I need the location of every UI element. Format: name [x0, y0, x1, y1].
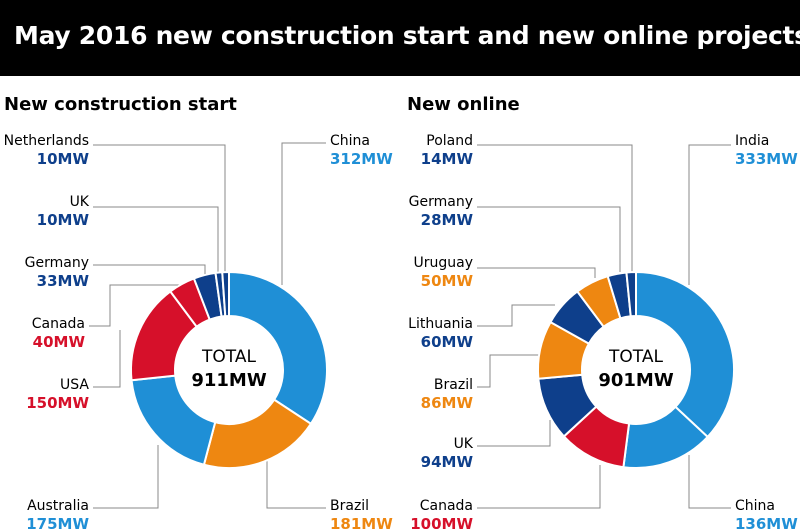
slice-name-label: China — [735, 498, 775, 514]
slice-name-label: Lithuania — [408, 316, 473, 332]
leader-line — [93, 264, 206, 275]
slice-value-label: 86MW — [421, 394, 474, 412]
slice-name-label: Brazil — [434, 377, 473, 393]
slice-value-label: 181MW — [330, 515, 393, 532]
slice-name-label: Germany — [25, 255, 89, 271]
slice-value-label: 14MW — [421, 150, 474, 168]
leader-line — [688, 144, 731, 285]
leader-line — [477, 354, 540, 388]
slice-value-label: 175MW — [26, 515, 89, 532]
leader-line — [281, 142, 326, 285]
slice-name-label: Germany — [409, 194, 473, 210]
slice-value-label: 10MW — [37, 211, 90, 229]
leader-line — [477, 420, 551, 447]
slice-name-label: Canada — [32, 316, 85, 332]
right-chart-title: New online — [407, 94, 520, 115]
slice-value-label: 94MW — [421, 453, 474, 471]
leader-line — [688, 455, 731, 509]
total-label: TOTAL — [608, 347, 663, 367]
total-label: TOTAL — [201, 347, 256, 367]
slice-india — [635, 270, 735, 439]
slice-value-label: 10MW — [37, 150, 90, 168]
slice-poland — [625, 270, 637, 318]
slice-name-label: Canada — [420, 498, 473, 514]
slice-value-label: 40MW — [33, 333, 86, 351]
total-value: 911MW — [191, 370, 266, 391]
leader-line — [477, 465, 601, 509]
slice-name-label: Netherlands — [4, 133, 89, 149]
slice-value-label: 312MW — [330, 150, 393, 168]
slice-value-label: 33MW — [37, 272, 90, 290]
slice-name-label: India — [735, 133, 769, 149]
leader-line — [89, 284, 190, 327]
slice-name-label: UK — [70, 194, 90, 210]
slice-name-label: UK — [454, 436, 474, 452]
leader-line — [93, 144, 226, 272]
title-bar: May 2016 new construction start and new … — [0, 0, 800, 76]
slice-value-label: 100MW — [410, 515, 473, 532]
total-value: 901MW — [598, 370, 673, 391]
page-title: May 2016 new construction start and new … — [14, 21, 800, 50]
leader-line — [477, 144, 633, 272]
slice-value-label: 136MW — [735, 515, 798, 532]
leader-line — [93, 445, 159, 509]
left-chart-title: New construction start — [4, 94, 237, 115]
leader-line — [477, 304, 555, 327]
leader-line — [477, 206, 621, 272]
slice-value-label: 28MW — [421, 211, 474, 229]
slice-name-label: Brazil — [330, 498, 369, 514]
slice-name-label: Australia — [27, 498, 89, 514]
slice-value-label: 150MW — [26, 394, 89, 412]
leader-line — [477, 267, 596, 278]
leader-line — [266, 440, 326, 509]
slice-name-label: China — [330, 133, 370, 149]
leader-line — [93, 206, 219, 272]
slice-name-label: Uruguay — [414, 255, 474, 271]
slice-value-label: 50MW — [421, 272, 474, 290]
slice-value-label: 333MW — [735, 150, 798, 168]
leader-line — [93, 330, 121, 388]
slice-value-label: 60MW — [421, 333, 474, 351]
slice-name-label: USA — [60, 377, 89, 393]
slice-name-label: Poland — [426, 133, 473, 149]
slice-china — [228, 270, 328, 426]
slice-netherlands — [221, 270, 230, 318]
